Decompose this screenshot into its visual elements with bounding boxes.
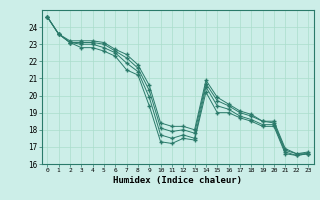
X-axis label: Humidex (Indice chaleur): Humidex (Indice chaleur) bbox=[113, 176, 242, 185]
